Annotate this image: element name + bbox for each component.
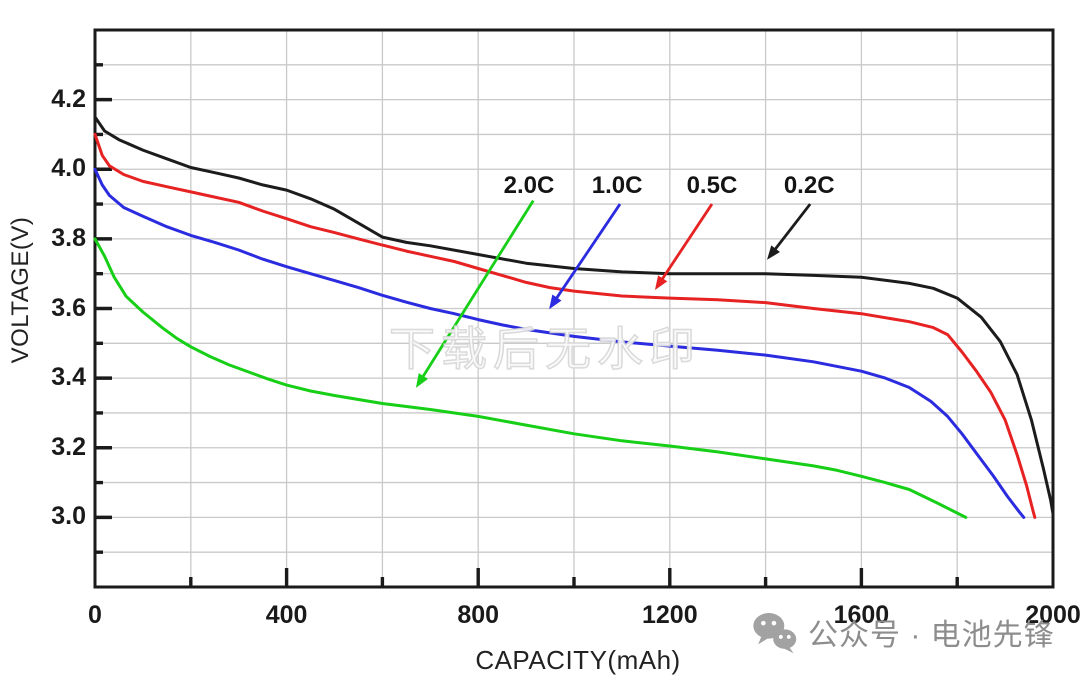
curve-0.2C — [93, 115, 1055, 516]
annotation-arrow-head-2.0C — [415, 373, 429, 388]
plot-frame — [93, 28, 1055, 589]
curve-0.5C — [93, 132, 1037, 519]
wechat-icon — [752, 609, 798, 655]
annotation-arrow-line-1.0C — [553, 203, 622, 302]
annotation-arrow-line-0.5C — [659, 203, 714, 283]
annotation-arrow-head-0.5C — [654, 275, 668, 291]
curve-1.0C — [93, 167, 1026, 519]
annotation-arrow-line-0.2C — [772, 203, 812, 253]
center-watermark: 下载后无水印 — [388, 322, 701, 376]
curve-2.0C — [93, 237, 968, 519]
annotation-arrow-head-0.2C — [767, 245, 780, 260]
footer-watermark: 公众号 · 电池先锋 — [752, 609, 1055, 655]
footer-watermark-text: 公众号 · 电池先锋 — [808, 619, 1055, 652]
annotation-arrow-line-2.0C — [420, 199, 535, 381]
annotation-arrow-head-1.0C — [549, 294, 562, 310]
